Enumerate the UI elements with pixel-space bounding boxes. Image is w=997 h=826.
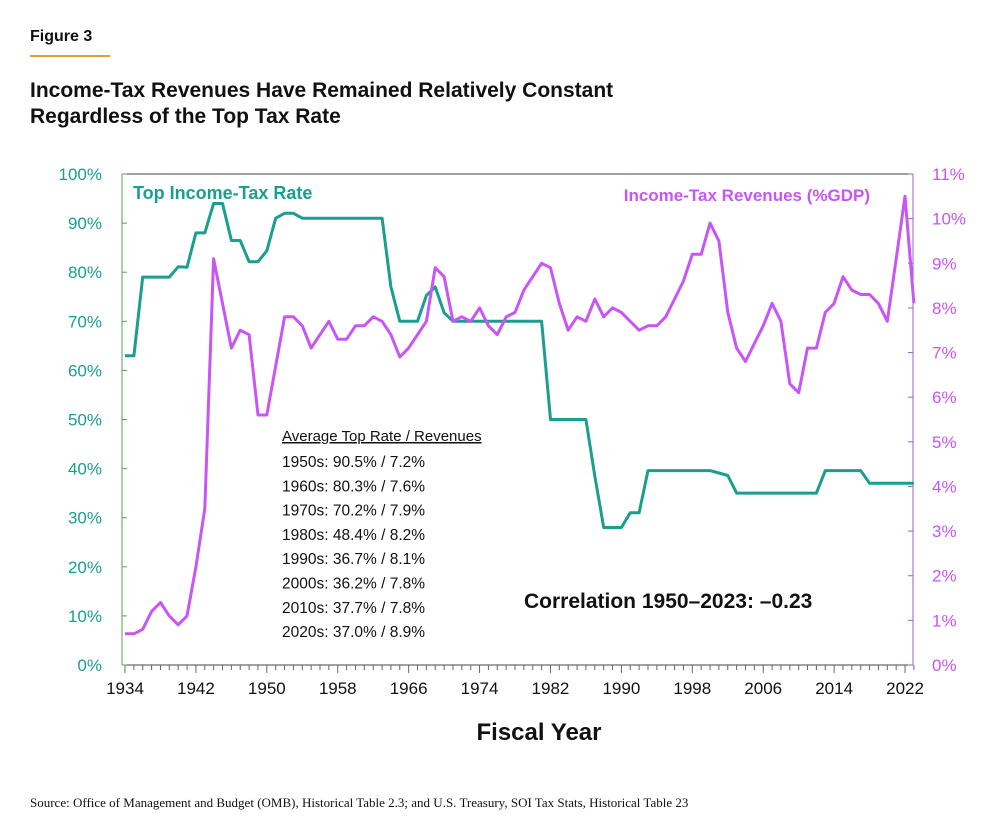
x-tick-label: 1990 [602,679,640,698]
figure-label: Figure 3 [30,28,93,45]
x-tick-label: 2006 [744,679,782,698]
right-tick-label: 10% [932,210,966,229]
left-tick-label: 90% [68,214,102,233]
summary-row: 1950s: 90.5% / 7.2% [282,454,425,471]
left-tick-label: 80% [68,263,102,282]
summary-row: 1980s: 48.4% / 8.2% [282,527,425,544]
left-tick-label: 50% [68,411,102,430]
legend-rate: Top Income-Tax Rate [133,183,312,203]
top-rate-line [125,202,914,529]
chart: 0% 10% 20% 30% 40% 50% 60% 70% 80% 90% 100% 0% 1% 2% 3… [59,165,967,746]
right-tick-label: 1% [932,611,957,630]
x-tick-label: 2014 [815,679,853,698]
revenue-line [125,194,916,636]
right-tick-label: 8% [932,299,957,318]
right-tick-label: 2% [932,567,957,586]
x-tick-label: 1950 [248,679,286,698]
left-tick-label: 60% [68,361,102,380]
source-note: Source: Office of Management and Budget … [30,795,689,810]
x-tick-label: 1934 [106,679,144,698]
right-tick-label: 11% [932,165,965,184]
chart-title: Income-Tax Revenues Have Remained Relati… [30,79,614,128]
summary-row: 1990s: 36.7% / 8.1% [282,551,425,568]
summary-row: 1960s: 80.3% / 7.6% [282,478,425,495]
left-tick-label: 100% [59,165,102,184]
left-tick-label: 40% [68,460,102,479]
right-tick-label: 0% [932,656,957,675]
x-tick-label: 1974 [461,679,499,698]
x-axis-title: Fiscal Year [477,719,602,746]
right-tick-label: 6% [932,388,957,407]
left-tick-label: 10% [68,607,102,626]
left-tick-label: 30% [68,509,102,528]
right-tick-label: 5% [932,433,957,452]
right-tick-label: 7% [932,344,957,363]
summary-row: 2010s: 37.7% / 7.8% [282,600,425,617]
x-tick-label: 1998 [673,679,711,698]
legend-revenue: Income-Tax Revenues (%GDP) [624,186,870,205]
x-tick-label: 1942 [177,679,215,698]
x-tick-label: 1982 [532,679,570,698]
left-tick-label: 0% [77,656,102,675]
summary-row: 1970s: 70.2% / 7.9% [282,503,425,520]
x-tick-label: 1966 [390,679,428,698]
summary-header: Average Top Rate / Revenues [282,428,482,445]
left-tick-label: 20% [68,558,102,577]
right-tick-label: 3% [932,522,957,541]
right-tick-label: 9% [932,254,957,273]
summary-row: 2000s: 36.2% / 7.8% [282,576,425,593]
right-tick-label: 4% [932,477,957,496]
figure-label-underline [30,55,110,57]
left-tick-label: 70% [68,312,102,331]
correlation-label: Correlation 1950–2023: –0.23 [524,590,812,613]
summary-row: 2020s: 37.0% / 8.9% [282,624,425,641]
x-tick-label: 1958 [319,679,357,698]
x-tick-label: 2022 [886,679,924,698]
